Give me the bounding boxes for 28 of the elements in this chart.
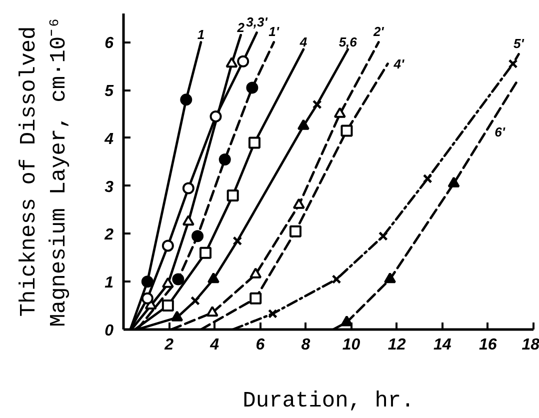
x-tick-label: 4 bbox=[209, 336, 220, 354]
x-tick-label: 18 bbox=[522, 336, 539, 354]
y-tick-label: 6 bbox=[104, 35, 114, 52]
x-tick-label: 14 bbox=[433, 336, 452, 354]
series-label: 6' bbox=[494, 124, 506, 140]
series-label: 5,6 bbox=[338, 34, 358, 50]
x-tick-label: 12 bbox=[388, 336, 406, 354]
series-label: 3,3' bbox=[246, 14, 268, 30]
series-label: 1' bbox=[268, 24, 280, 40]
y-tick-label: 2 bbox=[104, 226, 114, 244]
y-tick-label: 3 bbox=[104, 178, 114, 196]
x-tick-label: 2 bbox=[164, 336, 174, 354]
x-tick-label: 8 bbox=[301, 336, 310, 354]
series-label: 1 bbox=[197, 27, 205, 42]
series-label: 4 bbox=[298, 34, 308, 50]
x-axis-title: Duration, hr. bbox=[242, 388, 414, 414]
x-tick-label: 10 bbox=[342, 336, 360, 354]
series-label: 5' bbox=[514, 36, 525, 52]
series-label: 2 bbox=[236, 20, 246, 36]
y-tick-label: 1 bbox=[104, 274, 114, 292]
series-label: 2' bbox=[372, 24, 385, 40]
x-tick-label: 16 bbox=[479, 336, 497, 354]
series-label: 4' bbox=[392, 56, 405, 72]
y-tick-label: 0 bbox=[104, 322, 114, 340]
x-tick-label: 6 bbox=[256, 336, 265, 354]
y-axis-title: Thickness of Dissolved Magnesium Layer, cm·10⁻⁶ bbox=[16, 16, 72, 327]
y-tick-label: 5 bbox=[104, 83, 115, 100]
y-tick-label: 4 bbox=[104, 130, 114, 148]
